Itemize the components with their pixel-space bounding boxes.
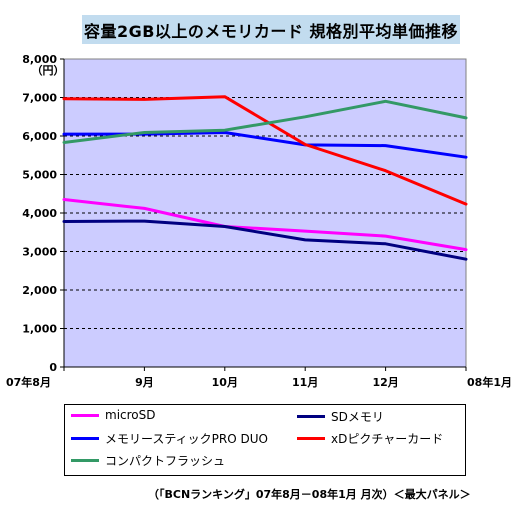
legend-label: microSD <box>105 408 156 422</box>
y-tick-label: 1,000 <box>22 323 57 336</box>
x-tick-label: 9月 <box>135 376 154 389</box>
series-line <box>62 99 468 144</box>
legend-swatch <box>71 459 99 462</box>
chart-title: 容量2GB以上のメモリカード 規格別平均単価推移 <box>82 15 460 44</box>
legend-label: xDピクチャーカード <box>331 432 444 446</box>
y-tick-label: 6,000 <box>22 130 57 143</box>
legend: microSD SDメモリメモリースティックPRO DUO xDピクチャーカードコン… <box>64 404 466 476</box>
x-axis-ticks: 07年8月 9月 10月 11月 12月 08年1月 <box>6 367 512 389</box>
x-tick-label: 11月 <box>292 376 318 389</box>
legend-item: microSD <box>71 408 156 422</box>
series-line <box>62 198 468 252</box>
x-tick-label: 10月 <box>212 376 238 389</box>
chart-title-text: 容量2GB以上のメモリカード 規格別平均単価推移 <box>83 21 459 41</box>
legend-label: メモリースティックPRO DUO <box>105 432 268 446</box>
series-line <box>62 95 468 206</box>
y-unit-label: （円） <box>32 64 65 77</box>
legend-item: コンパクトフラッシュ <box>71 452 225 469</box>
x-tick-label: 12月 <box>372 376 398 389</box>
legend-swatch <box>297 437 325 440</box>
y-axis-ticks: 0 1,000 2,000 3,000 4,000 5,000 6,000 7,000 8,00… <box>22 53 64 374</box>
y-tick-label: 3,000 <box>22 246 57 259</box>
legend-item: メモリースティックPRO DUO <box>71 430 268 447</box>
legend-label: コンパクトフラッシュ <box>105 454 226 468</box>
legend-item: SDメモリ <box>297 408 384 425</box>
y-tick-label: 7,000 <box>22 92 57 105</box>
legend-swatch <box>297 415 325 418</box>
legend-item: xDピクチャーカード <box>297 430 443 447</box>
source-note: （「BCNランキング」07年8月－08年1月 月次）＜最大パネル＞ <box>148 488 471 501</box>
series-line <box>62 219 468 261</box>
legend-swatch <box>71 437 99 440</box>
y-tick-label: 5,000 <box>22 169 57 182</box>
y-tick-label: 2,000 <box>22 284 57 297</box>
y-tick-label: 4,000 <box>22 207 57 220</box>
y-tick-label: 8,000 <box>22 53 57 66</box>
x-tick-label: 07年8月 <box>6 375 51 389</box>
gridlines <box>64 97 466 329</box>
legend-label: SDメモリ <box>331 410 384 424</box>
x-tick-label: 08年1月 <box>467 375 512 389</box>
series-lines <box>62 95 468 261</box>
legend-swatch <box>71 413 99 417</box>
y-tick-label: 0 <box>49 361 57 374</box>
